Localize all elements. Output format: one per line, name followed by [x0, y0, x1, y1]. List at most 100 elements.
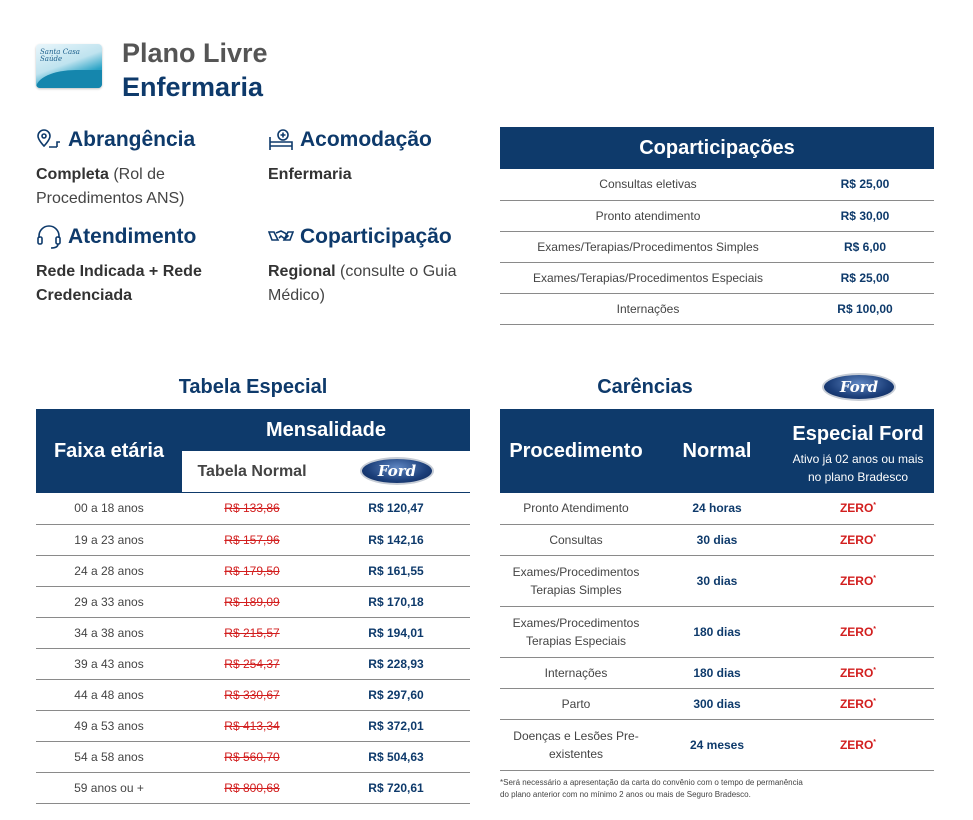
- ford-carencia: ZERO: [839, 624, 874, 639]
- table-row: 39 a 43 anos R$ 254,37 R$ 228,93: [36, 648, 470, 680]
- subheader-row: Tabela Normal Ford: [182, 451, 470, 493]
- table-row: Exames/Terapias/Procedimentos Especiais R…: [500, 262, 934, 294]
- tabela-normal-price: R$ 133,86: [182, 493, 322, 525]
- procedimento-text: Exames/Procedimentos Terapias Especiais: [512, 615, 640, 648]
- ford-price: R$ 297,60: [322, 679, 470, 711]
- ford-price: R$ 228,93: [322, 648, 470, 680]
- feature-bold: Enfermaria: [268, 166, 352, 183]
- feature-heading: Atendimento: [36, 224, 256, 250]
- feature-acomodacao: Acomodação Enfermaria: [268, 127, 488, 187]
- faixa-etaria-cell: 29 a 33 anos: [36, 586, 182, 618]
- ford-price: R$ 142,16: [322, 524, 470, 556]
- faixa-etaria-cell: 59 anos ou +: [36, 772, 182, 804]
- table-row: 59 anos ou + R$ 800,68 R$ 720,61: [36, 772, 470, 804]
- faixa-etaria-cell: 24 a 28 anos: [36, 555, 182, 587]
- normal-carencia: 30 dias: [652, 555, 782, 607]
- ford-price: R$ 194,01: [322, 617, 470, 649]
- handshake-icon: [268, 230, 294, 241]
- tabela-normal-price: R$ 560,70: [182, 741, 322, 773]
- ford-price: R$ 170,18: [322, 586, 470, 618]
- feature-title: Atendimento: [68, 225, 197, 248]
- ford-carencia-cell: ZERO*: [782, 493, 934, 525]
- ford-carencia: ZERO: [839, 573, 874, 588]
- feature-bold: Completa: [36, 166, 109, 183]
- tabela-especial-rows: 00 a 18 anos R$ 133,86 R$ 120,47 19 a 23 an…: [36, 493, 470, 804]
- normal-carencia: 180 dias: [652, 606, 782, 658]
- ford-carencia-cell: ZERO*: [782, 657, 934, 689]
- santa-casa-saude-logo: Santa Casa Saúde: [36, 44, 102, 88]
- faixa-etaria-cell: 44 a 48 anos: [36, 679, 182, 711]
- feature-heading: Coparticipação: [268, 224, 478, 250]
- ford-carencia: ZERO: [839, 532, 874, 547]
- ford-carencia: ZERO: [839, 696, 874, 711]
- plan-subtitle: Enfermaria: [122, 72, 264, 102]
- copart-value: R$ 30,00: [796, 200, 934, 232]
- logo-text: Santa Casa Saúde: [40, 48, 80, 63]
- asterisk: *: [873, 666, 877, 674]
- asterisk: *: [873, 533, 877, 541]
- feature-text: Completa (Rol de Procedimentos ANS): [36, 163, 256, 211]
- carencias-table: Procedimento Normal Especial Ford Ativo …: [500, 409, 934, 771]
- copart-value: R$ 6,00: [796, 231, 934, 263]
- logo-wave: [36, 70, 102, 88]
- copart-label: Consultas eletivas: [500, 169, 796, 201]
- copart-label: Pronto atendimento: [500, 200, 796, 232]
- coparticipacoes-title: Coparticipações: [500, 127, 934, 169]
- table-row: Pronto atendimento R$ 30,00: [500, 200, 934, 232]
- procedimento-text: Parto: [561, 696, 591, 711]
- asterisk: *: [873, 625, 877, 633]
- col-especial-ford-subtitle: Ativo já 02 anos ou mais no plano Brades…: [792, 452, 924, 484]
- table-row: Exames/Procedimentos Terapias Simples 30 …: [500, 555, 934, 607]
- col-faixa-etaria: Faixa etária: [36, 409, 182, 493]
- feature-bold: Regional: [268, 263, 336, 280]
- carencias-title: Carências: [597, 376, 693, 398]
- col-especial-ford: Especial Ford: [792, 423, 924, 445]
- hospital-bed-icon: [269, 129, 293, 150]
- tabela-normal-price: R$ 254,37: [182, 648, 322, 680]
- normal-carencia: 300 dias: [652, 688, 782, 720]
- feature-abrangencia: Abrangência Completa (Rol de Procediment…: [36, 127, 256, 211]
- table-row: 44 a 48 anos R$ 330,67 R$ 297,60: [36, 679, 470, 711]
- procedimento-cell: Parto: [500, 688, 652, 720]
- footnote: *Será necessário a apresentação da carta…: [500, 778, 803, 799]
- tabela-normal-price: R$ 157,96: [182, 524, 322, 556]
- feature-title: Abrangência: [68, 128, 196, 151]
- ford-carencia-cell: ZERO*: [782, 606, 934, 658]
- ford-price: R$ 161,55: [322, 555, 470, 587]
- copart-label: Internações: [500, 293, 796, 325]
- carencias-rows: Pronto Atendimento 24 horas ZERO* Consultas…: [500, 493, 934, 771]
- procedimento-cell: Consultas: [500, 524, 652, 556]
- copart-label: Exames/Terapias/Procedimentos Simples: [500, 231, 796, 263]
- table-row: 29 a 33 anos R$ 189,09 R$ 170,18: [36, 586, 470, 618]
- tabela-especial-header: Faixa etária Mensalidade Tabela Normal F…: [36, 409, 470, 493]
- procedimento-cell: Doenças e Lesões Pre-existentes: [500, 719, 652, 771]
- table-row: Internações 180 dias ZERO*: [500, 657, 934, 689]
- asterisk: *: [873, 502, 877, 510]
- table-row: Exames/Procedimentos Terapias Especiais 1…: [500, 606, 934, 658]
- table-row: 54 a 58 anos R$ 560,70 R$ 504,63: [36, 741, 470, 773]
- ford-carencia-cell: ZERO*: [782, 524, 934, 556]
- ford-price: R$ 720,61: [322, 772, 470, 804]
- tabela-especial-title: Tabela Especial: [178, 376, 328, 398]
- copart-value: R$ 25,00: [796, 169, 934, 201]
- feature-title: Acomodação: [300, 128, 432, 151]
- copart-value: R$ 100,00: [796, 293, 934, 325]
- table-row: 49 a 53 anos R$ 413,34 R$ 372,01: [36, 710, 470, 742]
- ford-price: R$ 120,47: [322, 493, 470, 525]
- feature-text: Enfermaria: [268, 163, 488, 187]
- copart-value: R$ 25,00: [796, 262, 934, 294]
- feature-text: Rede Indicada + Rede Credenciada: [36, 260, 226, 308]
- faixa-etaria-cell: 49 a 53 anos: [36, 710, 182, 742]
- copart-label: Exames/Terapias/Procedimentos Especiais: [500, 262, 796, 294]
- ford-logo: Ford: [822, 373, 896, 401]
- plan-title: Plano Livre: [122, 38, 268, 68]
- tabela-normal-price: R$ 215,57: [182, 617, 322, 649]
- tabela-normal-price: R$ 330,67: [182, 679, 322, 711]
- table-row: 00 a 18 anos R$ 133,86 R$ 120,47: [36, 493, 470, 525]
- col-normal: Normal: [682, 439, 752, 462]
- tabela-normal-price: R$ 413,34: [182, 710, 322, 742]
- feature-rest: (consulte o Guia Médico): [268, 263, 457, 304]
- procedimento-text: Internações: [544, 665, 608, 680]
- table-row: Pronto Atendimento 24 horas ZERO*: [500, 493, 934, 525]
- normal-carencia: 24 meses: [652, 719, 782, 771]
